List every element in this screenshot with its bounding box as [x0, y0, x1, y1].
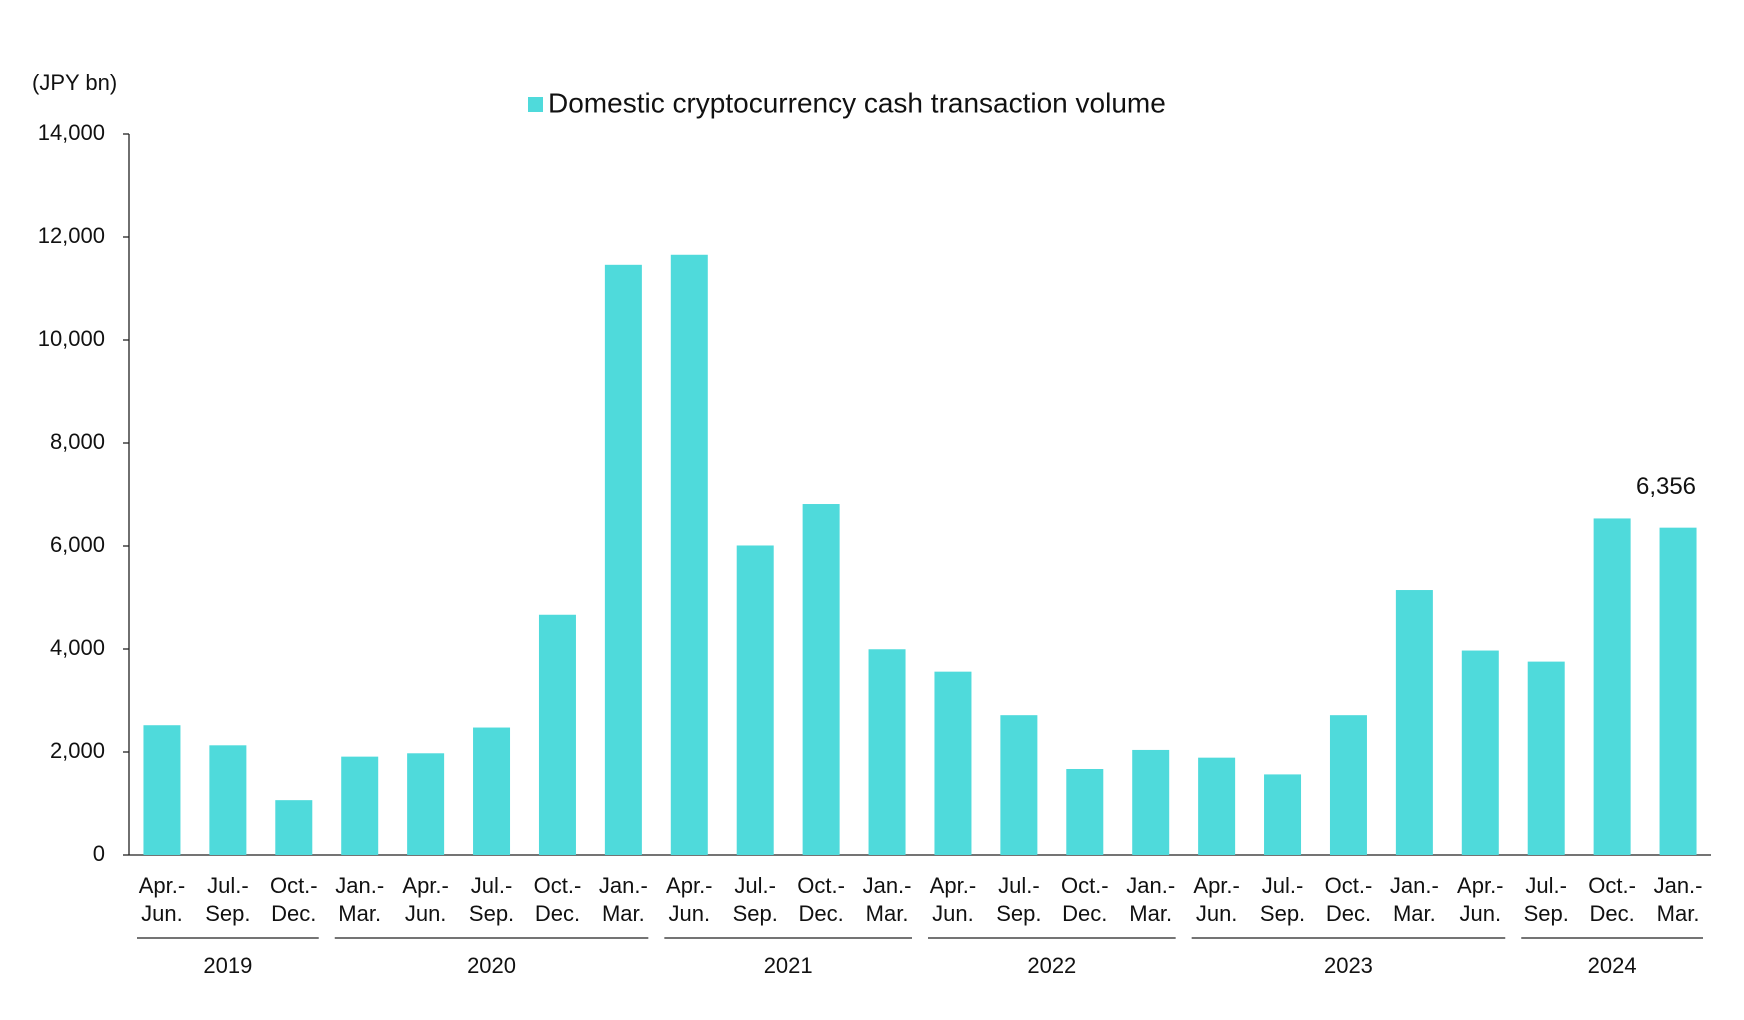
x-tick-label: Apr.-Jun.	[1457, 873, 1503, 926]
bar	[802, 504, 840, 855]
bar	[143, 725, 181, 855]
x-tick-label: Jan.-Mar.	[1654, 873, 1703, 926]
x-tick-label: Jul.-Sep.	[1260, 873, 1305, 926]
legend-label: Domestic cryptocurrency cash transaction…	[548, 87, 1166, 118]
bar	[1132, 749, 1170, 855]
bar	[538, 614, 576, 855]
bar	[736, 545, 774, 855]
x-tick-label: Jul.-Sep.	[733, 873, 778, 926]
group-label: 2020	[467, 953, 516, 978]
value-label: 6,356	[1636, 473, 1696, 500]
bar	[407, 753, 445, 855]
bar	[934, 671, 972, 855]
group-label: 2022	[1027, 953, 1076, 978]
x-tick-label: Jul.-Sep.	[996, 873, 1041, 926]
bar	[868, 649, 906, 855]
x-tick-label: Apr.-Jun.	[930, 873, 976, 926]
y-tick-label: 0	[93, 841, 105, 866]
bar	[1461, 650, 1499, 855]
bar	[1264, 774, 1302, 855]
y-tick-label: 14,000	[38, 120, 105, 145]
x-tick-label: Apr.-Jun.	[666, 873, 712, 926]
y-tick-label: 8,000	[50, 429, 105, 454]
x-tick-label: Oct.-Dec.	[1061, 873, 1109, 926]
group-label: 2024	[1588, 953, 1637, 978]
x-tick-label: Apr.-Jun.	[139, 873, 185, 926]
y-tick-label: 6,000	[50, 532, 105, 557]
x-tick-label: Jul.-Sep.	[1524, 873, 1569, 926]
bar	[1066, 768, 1104, 855]
y-unit-label: (JPY bn)	[32, 70, 117, 95]
x-tick-label: Apr.-Jun.	[402, 873, 448, 926]
x-tick-label: Oct.-Dec.	[797, 873, 845, 926]
bar	[275, 800, 313, 855]
bar	[341, 756, 379, 855]
x-tick-label: Jan.-Mar.	[1390, 873, 1439, 926]
bar	[1395, 590, 1433, 855]
group-label: 2023	[1324, 953, 1373, 978]
group-label: 2019	[203, 953, 252, 978]
bar	[1659, 527, 1697, 855]
bar	[1000, 715, 1038, 855]
y-tick-label: 4,000	[50, 635, 105, 660]
y-tick-label: 10,000	[38, 326, 105, 351]
x-tick-label: Jul.-Sep.	[205, 873, 250, 926]
x-tick-label: Oct.-Dec.	[1325, 873, 1373, 926]
x-tick-label: Jan.-Mar.	[335, 873, 384, 926]
x-tick-label: Oct.-Dec.	[534, 873, 582, 926]
bar	[209, 745, 247, 855]
x-tick-label: Jan.-Mar.	[599, 873, 648, 926]
x-tick-label: Jul.-Sep.	[469, 873, 514, 926]
bar	[473, 727, 511, 855]
group-label: 2021	[764, 953, 813, 978]
x-tick-label: Apr.-Jun.	[1193, 873, 1239, 926]
bar	[1198, 757, 1236, 855]
legend-swatch	[528, 97, 543, 112]
bar	[1329, 715, 1367, 855]
x-tick-label: Oct.-Dec.	[270, 873, 318, 926]
x-tick-label: Jan.-Mar.	[863, 873, 912, 926]
bar	[1527, 661, 1565, 855]
x-tick-label: Oct.-Dec.	[1588, 873, 1636, 926]
bar	[670, 254, 708, 855]
y-tick-label: 2,000	[50, 738, 105, 763]
x-tick-label: Jan.-Mar.	[1126, 873, 1175, 926]
bar	[1593, 518, 1631, 855]
bar	[604, 264, 642, 855]
y-tick-label: 12,000	[38, 223, 105, 248]
